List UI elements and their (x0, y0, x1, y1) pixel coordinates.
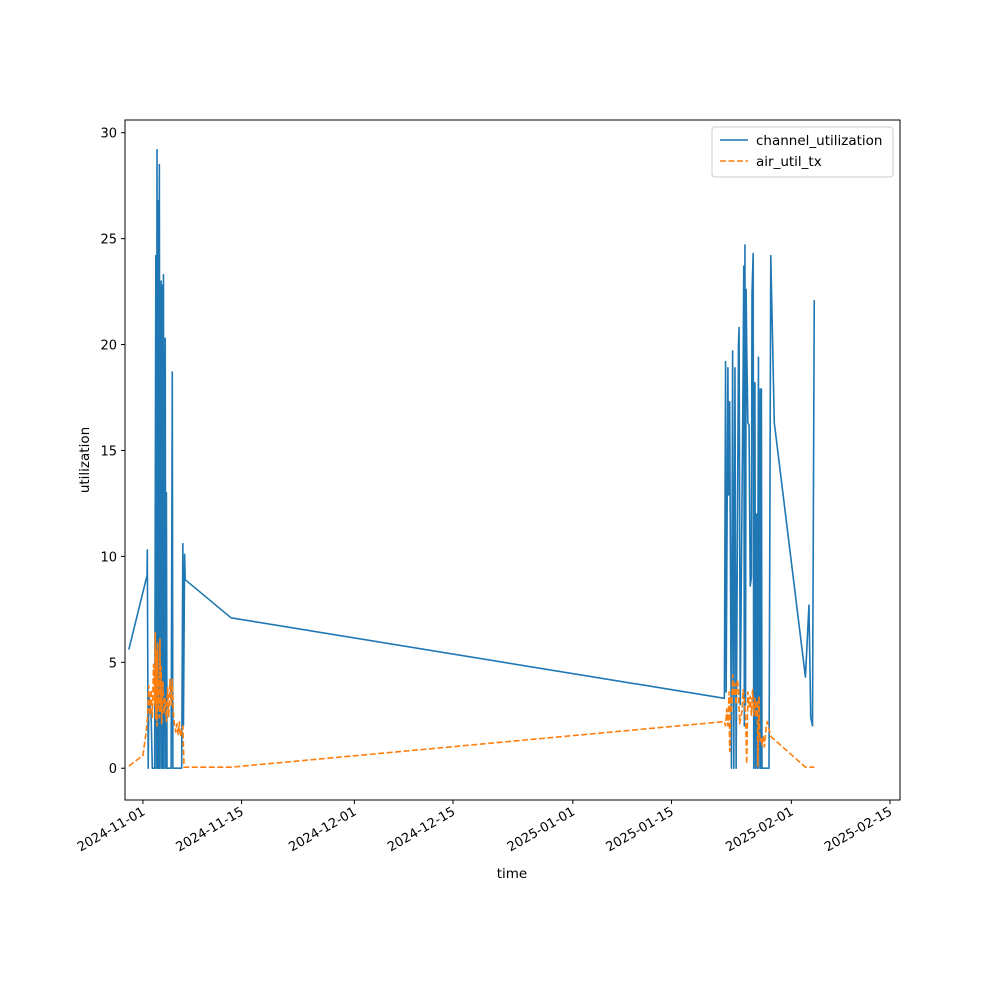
y-tick-label: 0 (109, 762, 117, 777)
y-tick-label: 5 (109, 656, 117, 671)
x-tick-label: 2025-02-15 (822, 804, 895, 855)
x-tick-label: 2025-01-15 (604, 804, 677, 855)
y-axis-label: utilization (77, 427, 93, 493)
y-tick-label: 30 (100, 127, 117, 142)
series-line-channel-utilization (128, 148, 816, 770)
legend-label-channel-utilization: channel_utilization (756, 133, 883, 149)
legend: channel_utilization air_util_tx (711, 126, 894, 178)
y-tick-label: 10 (100, 550, 117, 565)
legend-box (711, 126, 894, 178)
x-axis-label: time (497, 866, 528, 882)
x-axis: 2024-11-01 2024-11-15 2024-12-01 2024-12-15… (75, 800, 895, 855)
x-tick-label: 2025-01-01 (505, 804, 578, 855)
y-tick-label: 25 (100, 233, 117, 248)
x-tick-label: 2024-11-15 (174, 804, 247, 855)
plot-area (128, 148, 816, 770)
y-axis: 0 5 10 15 20 25 30 (100, 127, 125, 777)
y-tick-label: 20 (100, 339, 117, 354)
legend-label-air-util-tx: air_util_tx (756, 154, 822, 170)
plot-frame (124, 119, 901, 801)
x-tick-label: 2025-02-01 (723, 804, 796, 855)
x-tick-label: 2024-12-15 (385, 804, 458, 855)
series-line-air-util-tx (128, 631, 815, 768)
x-tick-label: 2024-11-01 (75, 804, 148, 855)
x-tick-label: 2024-12-01 (286, 804, 359, 855)
y-tick-label: 15 (100, 444, 117, 459)
